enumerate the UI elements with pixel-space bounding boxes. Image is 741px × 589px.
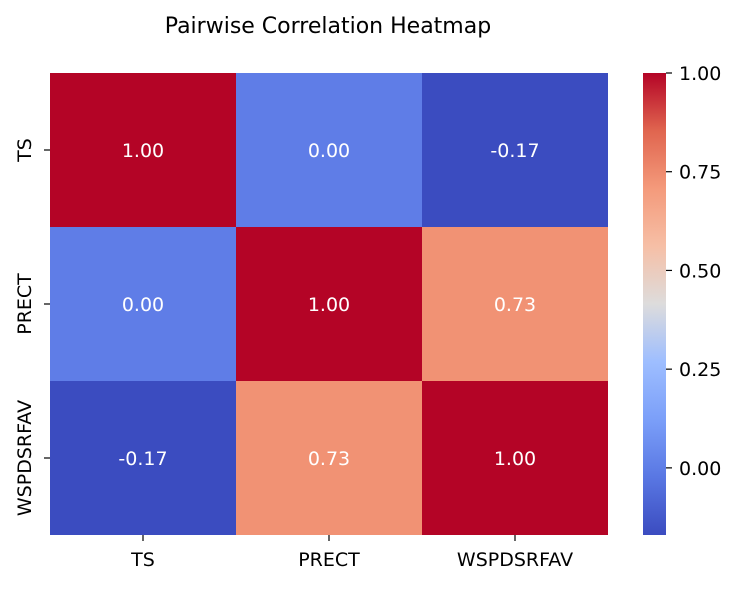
x-tick-label: WSPDSRFAV [457, 549, 573, 571]
colorbar [643, 73, 666, 535]
cell-value-label: 1.00 [494, 448, 536, 470]
heatmap-cell [236, 381, 422, 535]
heatmap-cell [50, 227, 236, 381]
colorbar-tick-label: 1.00 [679, 63, 721, 85]
colorbar-tick-label: 0.25 [679, 359, 721, 381]
cell-value-label: 0.73 [308, 448, 350, 470]
cell-value-label: 0.73 [494, 294, 536, 316]
heatmap-cell [50, 381, 236, 535]
heatmap-cell [422, 381, 608, 535]
cell-value-label: 1.00 [122, 140, 164, 162]
cell-value-label: -0.17 [118, 448, 167, 470]
y-tick-label: WSPDSRFAV [14, 400, 36, 516]
heatmap-value-labels: 1.00 0.00 -0.17 0.00 1.00 0.73 -0.17 0.73 1.00 [118, 140, 539, 470]
cell-value-label: 0.00 [308, 140, 350, 162]
y-tick-label: TS [14, 138, 36, 163]
heatmap-cell [236, 73, 422, 227]
x-tick-label: PRECT [298, 549, 360, 571]
y-axis: TS PRECT WSPDSRFAV [14, 138, 50, 516]
colorbar-tick-label: 0.00 [679, 458, 721, 480]
colorbar-tick-label: 0.75 [679, 162, 721, 184]
x-axis: TS PRECT WSPDSRFAV [130, 535, 573, 571]
cell-value-label: 1.00 [308, 294, 350, 316]
colorbar-tick-label: 0.50 [679, 260, 721, 282]
chart-title: Pairwise Correlation Heatmap [165, 14, 491, 39]
x-tick-label: TS [130, 549, 155, 571]
heatmap-cell [236, 227, 422, 381]
heatmap-cell [50, 73, 236, 227]
heatmap-cell [422, 73, 608, 227]
heatmap-cell [422, 227, 608, 381]
cell-value-label: 0.00 [122, 294, 164, 316]
heatmap-cells [50, 73, 608, 535]
colorbar-axis: 0.00 0.25 0.50 0.75 1.00 [666, 63, 721, 480]
y-tick-label: PRECT [14, 273, 36, 335]
cell-value-label: -0.17 [490, 140, 539, 162]
